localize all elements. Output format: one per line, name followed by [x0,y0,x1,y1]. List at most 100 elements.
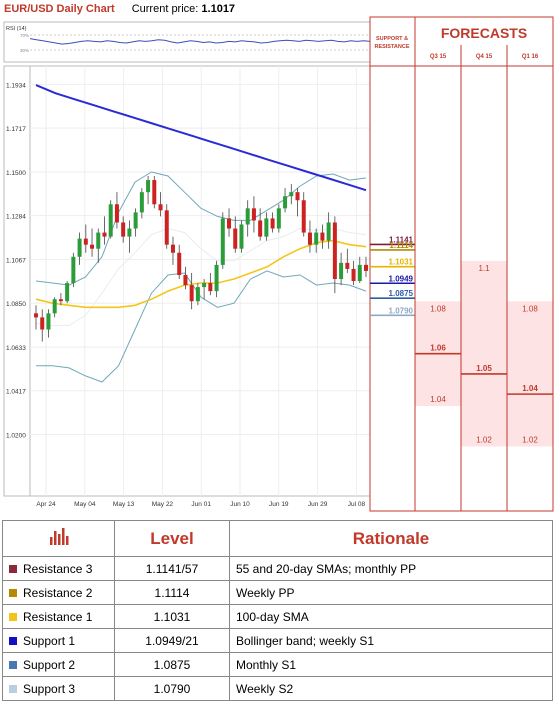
candle-body [108,204,113,237]
level-rationale: Weekly S2 [229,676,553,701]
y-tick-label: 1.1934 [6,82,26,89]
sma-yellow-line [35,239,367,309]
pair-title: EUR/USD Daily Chart [4,3,115,15]
price-plot-area [29,65,371,497]
y-tick-label: 1.1500 [6,170,26,177]
level-rationale: Monthly S1 [229,652,553,677]
level-name: Support 1 [23,633,76,648]
forecast-low-label: 1.02 [476,436,492,445]
candle-body [307,232,312,245]
level-value: 1.1114 [114,580,230,605]
y-tick-label: 1.1717 [6,126,26,133]
candle-body [40,317,45,330]
level-name: Resistance 3 [23,561,93,576]
level-rationale: Weekly PP [229,580,553,605]
x-tick-label: Jul 08 [348,501,366,508]
level-header: Level [114,520,230,557]
candle-body [270,218,275,229]
x-tick-label: Jun 19 [269,501,289,508]
forecast-mid-label: 1.04 [522,384,538,393]
levels-table-wrap: Level Rationale Resistance 3 1.1141/57 55 … [2,520,553,701]
levels-table: Level Rationale Resistance 3 1.1141/57 55 … [2,520,553,701]
candle-body [170,244,175,253]
bollinger-lower-line [36,270,367,383]
level-name-cell: Resistance 2 [2,580,115,605]
current-price-value: 1.1017 [201,3,236,15]
candle-body [34,313,38,318]
candle-body [251,208,256,221]
forecast-quarter-label: Q1 16 [522,54,539,60]
candle-body [71,256,76,284]
candle-body [114,204,119,223]
x-tick-label: May 22 [152,501,174,508]
forecast-range-band [461,260,507,447]
level-swatch [9,661,17,670]
level-swatch [9,589,17,598]
sr-title-line1: SUPPORT & [376,36,408,42]
rsi-level-30: 30% [20,48,29,53]
level-rationale: 55 and 20-day SMAs; monthly PP [229,556,553,581]
sr-level-label: 1.0875 [389,289,414,298]
level-name-cell: Resistance 3 [2,556,115,581]
level-value: 1.0790 [114,676,230,701]
table-row: Support 1 1.0949/21 Bollinger band; weekly… [2,628,553,653]
candle-body [164,210,169,245]
candle-body [295,192,300,201]
bar-chart-icon [49,528,68,545]
candle-body [345,262,350,269]
sr-level-label: 1.1141 [389,235,414,244]
candle-body [121,222,126,237]
level-swatch [9,637,17,646]
forecast-quarter-label: Q4 15 [476,54,493,60]
x-tick-label: Jun 10 [230,501,250,508]
level-name: Support 2 [23,657,76,672]
candle-body [264,218,269,237]
x-tick-label: Jun 01 [191,501,211,508]
level-name-cell: Support 3 [2,676,115,701]
candle-body [314,232,319,245]
candle-body [239,224,244,249]
forecast-range-band [507,301,553,447]
candle-body [320,232,325,241]
table-row: Support 2 1.0875 Monthly S1 [2,652,553,677]
candle-body [96,232,101,249]
candle-body [357,264,362,282]
y-tick-label: 1.0633 [6,345,26,352]
sma-blue-line [35,84,367,192]
forecast-mid-label: 1.06 [430,344,446,353]
level-value: 1.0949/21 [114,628,230,653]
candle-body [65,283,70,302]
level-swatch [9,685,17,694]
candle-body [276,208,281,229]
eurusd-chart: 1.1934 1.1717 1.1500 1.1284 1.1067 1.0850 1.06… [3,16,554,512]
forecast-low-label: 1.04 [430,395,446,404]
candle-body [158,204,163,211]
candle-body [326,222,331,241]
table-row: Resistance 2 1.1114 Weekly PP [2,580,553,605]
forecast-high-label: 1.08 [522,304,538,313]
candle-body [58,299,63,302]
level-value: 1.1031 [114,604,230,629]
y-tick-label: 1.0850 [6,301,26,308]
candle-body [220,218,225,265]
candle-body [227,218,232,229]
candle-body [183,274,188,286]
candle-body [152,180,157,205]
forecast-high-label: 1.1 [478,264,490,273]
level-rationale: Bollinger band; weekly S1 [229,628,553,653]
sr-level-label: 1.1031 [389,258,414,267]
candle-body [364,264,368,271]
candle-body [146,180,151,193]
candle-body [83,238,88,245]
level-swatch [9,565,17,574]
forecast-high-label: 1.08 [430,304,446,313]
candle-body [202,283,207,288]
level-name: Resistance 1 [23,609,93,624]
candle-body [90,244,95,249]
sr-title-line2: RESISTANCE [374,44,409,50]
level-name: Resistance 2 [23,585,93,600]
level-name-cell: Resistance 1 [2,604,115,629]
rsi-level-70: 70% [20,33,29,38]
candle-body [289,192,294,197]
candle-body [77,238,82,257]
